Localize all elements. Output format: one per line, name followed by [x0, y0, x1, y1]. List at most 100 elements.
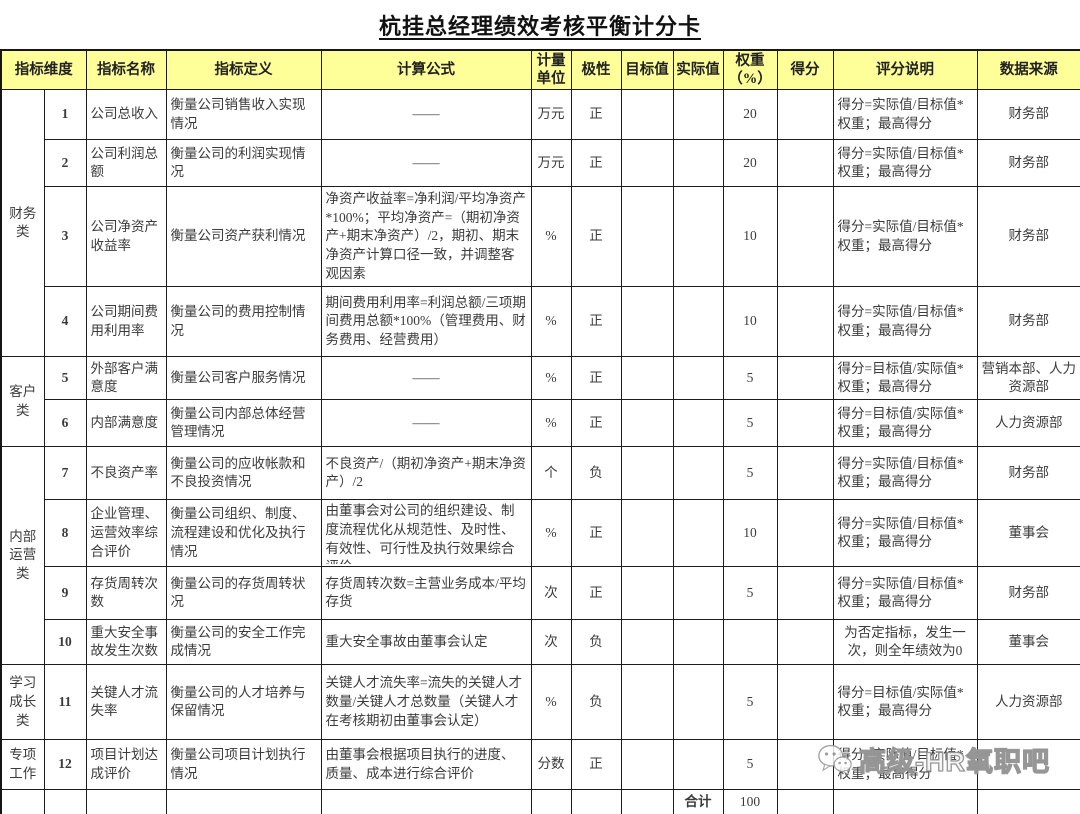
cell-source: 董事会: [976, 499, 1080, 568]
cell-unit: 万元: [530, 139, 572, 188]
cell-indicator-name: 存货周转次数: [85, 566, 167, 621]
cell-actual: [672, 664, 724, 741]
col-header-weight: 权重（%）: [722, 49, 778, 91]
cell-weight: 10: [722, 499, 778, 568]
cell-empty: [85, 789, 167, 814]
cell-polarity: 负: [570, 446, 622, 501]
cell-indicator-name: 公司净资产收益率: [85, 186, 167, 288]
table-footer-row: 合计 100: [0, 789, 1080, 814]
cell-score: [776, 619, 834, 666]
cell-source: 财务部: [976, 566, 1080, 621]
cell-definition: 衡量公司客户服务情况: [165, 356, 322, 401]
cell-definition: 衡量公司的费用控制情况: [165, 286, 322, 358]
cell-unit: 次: [530, 566, 572, 621]
cell-score: [776, 664, 834, 741]
cell-polarity: 正: [570, 739, 622, 791]
cell-empty: [43, 789, 87, 814]
dimension-cell-learning-growth: 学习成长类: [0, 664, 45, 741]
cell-source: 财务部: [976, 89, 1080, 141]
cell-scoring: 得分=实际值/目标值*权重；最高得分: [832, 499, 978, 568]
cell-scoring: 得分=目标值/实际值*权重；最高得分: [832, 399, 978, 448]
cell-score: [776, 286, 834, 358]
table-row: 10 重大安全事故发生次数 衡量公司的安全工作完成情况 重大安全事故由董事会认定…: [1, 619, 1080, 666]
cell-formula: 存货周转次数=主营业务成本/平均存货: [320, 566, 532, 621]
cell-indicator-name: 外部客户满意度: [85, 356, 167, 401]
title-bar: 杭挂总经理绩效考核平衡计分卡: [0, 0, 1080, 49]
cell-source: 营销本部、人力资源部: [976, 356, 1080, 401]
cell-formula: 不良资产/（期初净资产+期末净资产）/2: [320, 446, 532, 501]
cell-target: [620, 139, 674, 188]
cell-source: 董事会: [976, 619, 1080, 666]
cell-actual: [672, 89, 724, 141]
cell-definition: 衡量公司项目计划执行情况: [165, 739, 322, 791]
cell-actual: [672, 619, 724, 666]
cell-scoring: 得分=实际值/目标值*权重；最高得分: [832, 286, 978, 358]
cell-weight: [722, 619, 778, 666]
cell-score: [776, 399, 834, 448]
cell-index: 8: [43, 499, 87, 568]
cell-indicator-name: 公司期间费用利用率: [85, 286, 167, 358]
cell-polarity: 正: [570, 186, 622, 288]
cell-definition: 衡量公司的应收帐款和不良投资情况: [165, 446, 322, 501]
cell-polarity: 正: [570, 139, 622, 188]
cell-scoring: 得分=实际值/目标值*权重；最高得分: [832, 446, 978, 501]
cell-score: [776, 139, 834, 188]
table-row: 财务类 1 公司总收入 衡量公司销售收入实现情况 —— 万元 正 20 得分=实…: [0, 89, 1080, 358]
cell-formula-text: 关键人才流失率=流失的关键人才数量/关键人才总数量（关键人才在考核期初由董事会认…: [325, 675, 523, 728]
table-row: 学习成长类 11 关键人才流失率 衡量公司的人才培养与保留情况 关键人才流失率=…: [0, 664, 1080, 741]
cell-indicator-name: 项目计划达成评价: [85, 739, 167, 791]
col-header-source: 数据来源: [976, 49, 1080, 91]
cell-polarity: 负: [570, 619, 622, 666]
cell-unit: 万元: [530, 89, 572, 141]
cell-unit: %: [530, 286, 572, 358]
table-row: 客户类 5 外部客户满意度 衡量公司客户服务情况 —— % 正 5 得分=目标值…: [0, 356, 1080, 448]
cell-unit: 次: [530, 619, 572, 666]
cell-actual: [672, 356, 724, 401]
cell-source: 财务部: [976, 139, 1080, 188]
cell-formula: 关键人才流失率=流失的关键人才数量/关键人才总数量（关键人才在考核期初由董事会认…: [320, 664, 532, 741]
cell-formula: 由董事会根据项目执行的进度、质量、成本进行综合评价: [320, 739, 532, 791]
cell-scoring: 得分=实际值/目标值*权重；最高得分: [832, 139, 978, 188]
dimension-cell-special-work: 专项工作: [0, 739, 45, 791]
col-header-definition: 指标定义: [165, 49, 322, 91]
cell-formula: ——: [320, 89, 532, 141]
cell-target: [620, 356, 674, 401]
cell-actual: [672, 566, 724, 621]
cell-polarity: 正: [570, 566, 622, 621]
cell-weight: 10: [722, 186, 778, 288]
cell-source: 财务部: [976, 286, 1080, 358]
cell-formula: ——: [320, 399, 532, 448]
cell-indicator-name: 公司利润总额: [85, 139, 167, 188]
cell-definition: 衡量公司的利润实现情况: [165, 139, 322, 188]
cell-unit: %: [530, 356, 572, 401]
cell-unit: %: [530, 186, 572, 288]
cell-target: [620, 186, 674, 288]
cell-definition: 衡量公司内部总体经营管理情况: [165, 399, 322, 448]
cell-weight: 5: [722, 356, 778, 401]
cell-actual: [672, 286, 724, 358]
cell-formula: ——: [320, 139, 532, 188]
table-row: 6 内部满意度 衡量公司内部总体经营管理情况 —— % 正 5 得分=目标值/实…: [1, 399, 1080, 448]
cell-indicator-name: 公司总收入: [85, 89, 167, 141]
table-row: 9 存货周转次数 衡量公司的存货周转状况 存货周转次数=主营业务成本/平均存货 …: [1, 566, 1080, 621]
cell-actual: [672, 139, 724, 188]
cell-source: 财务部: [976, 186, 1080, 288]
col-header-name: 指标名称: [85, 49, 167, 91]
col-header-formula: 计算公式: [320, 49, 532, 91]
cell-actual: [672, 446, 724, 501]
cell-score: [776, 186, 834, 288]
cell-scoring: 得分=目标值/实际值*权重；最高得分: [832, 356, 978, 401]
cell-polarity: 正: [570, 499, 622, 568]
cell-source: 人力资源部: [976, 664, 1080, 741]
cell-formula: 期间费用利用率=利润总额/三项期间费用总额*100%（管理费用、财务费用、经营费…: [320, 286, 532, 358]
cell-indicator-name: 关键人才流失率: [85, 664, 167, 741]
cell-target: [620, 739, 674, 791]
cell-score: [776, 739, 834, 791]
cell-index: 3: [43, 186, 87, 288]
cell-index: 9: [43, 566, 87, 621]
cell-formula: 由董事会对公司的组织建设、制度流程优化从规范性、及时性、有效性、可行性及执行效果…: [320, 499, 532, 568]
cell-target: [620, 664, 674, 741]
cell-unit: %: [530, 499, 572, 568]
cell-weight: 5: [722, 739, 778, 791]
cell-source: [976, 739, 1080, 791]
